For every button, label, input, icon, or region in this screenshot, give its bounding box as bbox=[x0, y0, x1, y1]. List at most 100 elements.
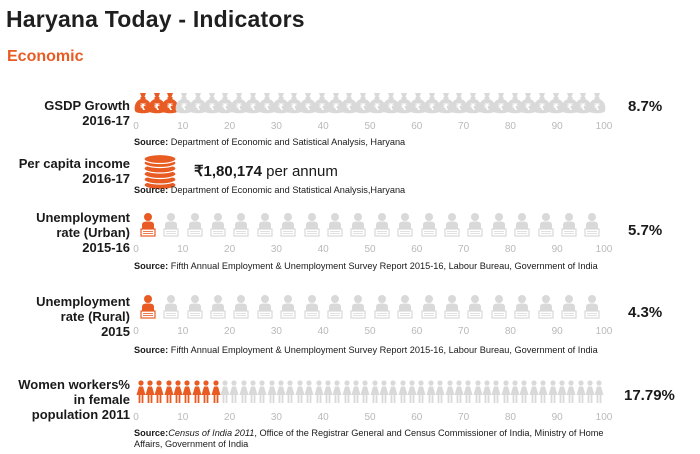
rupee-bag-icon: ₹ bbox=[230, 93, 248, 114]
person-with-laptop-icon bbox=[491, 295, 507, 319]
scale-tick-20: 20 bbox=[224, 412, 236, 423]
unemployment-rural-scale-axis: 0 10 20 30 40 50 60 70 80 90 100 bbox=[0, 326, 700, 338]
rupee-bag-icon: ₹ bbox=[175, 93, 193, 114]
scale-tick-0: 0 bbox=[133, 244, 139, 255]
svg-text:₹: ₹ bbox=[580, 103, 586, 113]
woman-figure-icon bbox=[229, 380, 239, 403]
scale-tick-10: 10 bbox=[177, 121, 189, 132]
rupee-bag-icon: ₹ bbox=[437, 93, 455, 114]
person-with-laptop-icon bbox=[257, 213, 273, 237]
rupee-bag-icon: ₹ bbox=[588, 93, 606, 114]
woman-figure-icon bbox=[267, 380, 277, 403]
woman-figure-icon bbox=[360, 380, 370, 403]
scale-tick-60: 60 bbox=[411, 121, 423, 132]
person-with-laptop-icon bbox=[514, 213, 530, 237]
rupee-bag-icon: ₹ bbox=[244, 93, 262, 114]
person-with-laptop-icon bbox=[303, 213, 320, 237]
svg-text:₹: ₹ bbox=[456, 103, 462, 113]
scale-tick-100: 100 bbox=[595, 121, 613, 132]
scale-tick-0: 0 bbox=[133, 412, 139, 423]
svg-text:₹: ₹ bbox=[346, 103, 352, 113]
rupee-bag-icon: ₹ bbox=[272, 93, 289, 114]
person-with-laptop-icon bbox=[186, 295, 203, 319]
person-with-laptop-icon bbox=[514, 295, 530, 319]
woman-figure-icon bbox=[370, 380, 380, 403]
scale-tick-80: 80 bbox=[504, 326, 516, 337]
woman-figure-icon bbox=[407, 380, 417, 403]
woman-figure-icon bbox=[519, 380, 529, 403]
page-title: Haryana Today - Indicators bbox=[6, 6, 305, 32]
woman-figure-icon bbox=[276, 380, 286, 403]
svg-text:₹: ₹ bbox=[250, 103, 256, 113]
person-with-laptop-icon bbox=[257, 295, 273, 319]
svg-text:₹: ₹ bbox=[443, 103, 449, 113]
svg-text:₹: ₹ bbox=[360, 103, 366, 113]
rupee-bag-icon: ₹ bbox=[354, 93, 372, 114]
svg-text:₹: ₹ bbox=[332, 103, 338, 113]
woman-figure-icon bbox=[585, 380, 595, 403]
rupee-bag-icon: ₹ bbox=[313, 93, 331, 114]
woman-figure-icon bbox=[435, 380, 445, 403]
person-with-laptop-icon bbox=[397, 213, 413, 237]
svg-text:₹: ₹ bbox=[553, 103, 559, 113]
indicator-label-women-workers: Women workers% in female population 2011 bbox=[18, 377, 130, 422]
svg-text:₹: ₹ bbox=[374, 103, 380, 113]
woman-figure-icon bbox=[594, 380, 604, 403]
person-with-laptop-icon bbox=[537, 213, 554, 237]
rupee-bag-icon: ₹ bbox=[134, 93, 152, 114]
woman-figure-icon bbox=[248, 380, 258, 403]
person-with-laptop-icon bbox=[140, 213, 156, 237]
gsdp-icon-row: ₹ ₹ ₹ ₹ ₹ ₹ ₹ ₹ ₹ ₹ ₹ ₹ ₹ ₹ ₹ ₹ ₹ ₹ ₹ ₹ ₹ ₹ ₹ ₹ ₹ ₹ ₹ ₹ ₹ ₹ ₹ ₹ ₹ ₹ bbox=[134, 91, 614, 115]
rupee-bag-icon: ₹ bbox=[299, 93, 317, 114]
rupee-bag-icon: ₹ bbox=[382, 93, 399, 114]
person-with-laptop-icon bbox=[233, 295, 249, 319]
section-heading-economic: Economic bbox=[7, 48, 84, 65]
svg-text:₹: ₹ bbox=[277, 103, 283, 113]
svg-text:₹: ₹ bbox=[140, 103, 146, 113]
svg-text:₹: ₹ bbox=[236, 103, 242, 113]
rupee-bag-icon: ₹ bbox=[575, 93, 592, 114]
rupee-bag-icon: ₹ bbox=[519, 93, 537, 114]
rupee-bag-icon: ₹ bbox=[451, 93, 468, 114]
rupee-bag-icon: ₹ bbox=[203, 93, 221, 114]
woman-figure-icon bbox=[398, 380, 408, 403]
scale-tick-90: 90 bbox=[551, 244, 563, 255]
svg-text:₹: ₹ bbox=[388, 103, 394, 113]
woman-figure-icon bbox=[342, 380, 352, 403]
scale-tick-30: 30 bbox=[270, 121, 282, 132]
scale-tick-70: 70 bbox=[458, 244, 470, 255]
svg-text:₹: ₹ bbox=[264, 103, 270, 113]
svg-text:₹: ₹ bbox=[484, 103, 490, 113]
woman-figure-icon bbox=[136, 380, 146, 403]
woman-figure-icon bbox=[154, 380, 164, 403]
scale-tick-60: 60 bbox=[411, 244, 423, 255]
woman-figure-icon bbox=[529, 380, 539, 403]
rupee-bag-icon: ₹ bbox=[464, 93, 482, 114]
rupee-bag-icon: ₹ bbox=[533, 93, 551, 114]
rupee-bag-icon: ₹ bbox=[396, 93, 413, 114]
woman-figure-icon bbox=[164, 380, 174, 403]
woman-figure-icon bbox=[295, 380, 305, 403]
rupee-bag-icon: ₹ bbox=[148, 93, 165, 114]
rupee-bag-icon: ₹ bbox=[285, 93, 303, 114]
scale-tick-0: 0 bbox=[133, 326, 139, 337]
gsdp-scale-axis: 0 10 20 30 40 50 60 70 80 90 100 bbox=[0, 121, 700, 133]
scale-tick-50: 50 bbox=[364, 121, 376, 132]
per-capita-income-source: Source: Department of Economic and Stati… bbox=[134, 185, 406, 195]
woman-figure-icon bbox=[566, 380, 576, 403]
woman-figure-icon bbox=[576, 380, 586, 403]
woman-figure-icon bbox=[538, 380, 548, 403]
scale-tick-90: 90 bbox=[551, 412, 563, 423]
woman-figure-icon bbox=[220, 380, 230, 403]
svg-text:₹: ₹ bbox=[222, 103, 228, 113]
person-with-laptop-icon bbox=[420, 213, 437, 237]
women-workers-scale-axis: 0 10 20 30 40 50 60 70 80 90 100 bbox=[0, 412, 700, 424]
scale-tick-90: 90 bbox=[551, 121, 563, 132]
person-with-laptop-icon bbox=[327, 295, 343, 319]
scale-tick-10: 10 bbox=[177, 412, 189, 423]
woman-figure-icon bbox=[304, 380, 314, 403]
scale-tick-20: 20 bbox=[224, 326, 236, 337]
scale-tick-40: 40 bbox=[317, 121, 329, 132]
woman-figure-icon bbox=[426, 380, 436, 403]
woman-figure-icon bbox=[482, 380, 492, 403]
